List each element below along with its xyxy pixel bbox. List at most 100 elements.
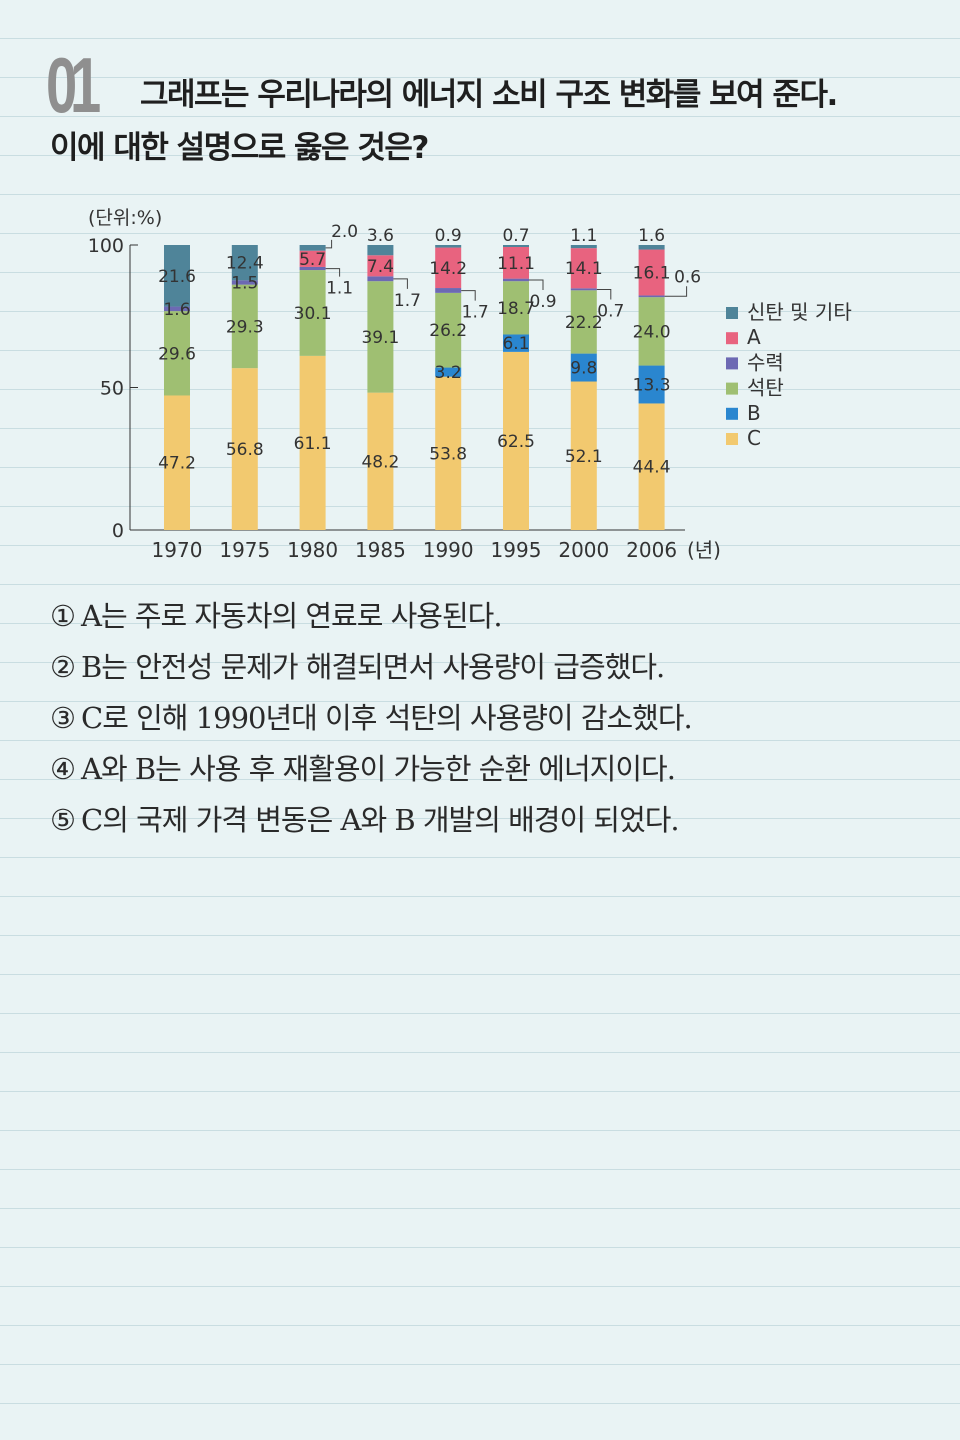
callout-line	[664, 286, 688, 297]
bar-segment	[503, 246, 529, 279]
question-text-line1: 그래프는 우리나라의 에너지 소비 구조 변화를 보여 준다.	[140, 77, 838, 113]
legend-label: C	[747, 426, 761, 450]
data-label: 0.7	[502, 226, 529, 246]
data-label: 18.7	[497, 299, 535, 319]
callout-line	[596, 288, 612, 300]
choice-text: A와 B는 사용 후 재활용이 가능한 순환 에너지이다.	[81, 752, 676, 786]
bar-segment	[570, 381, 597, 530]
bar-segment	[164, 311, 190, 396]
bar-segment	[164, 245, 190, 307]
x-tick-label: 1985	[355, 538, 406, 562]
bar-segment	[299, 250, 326, 267]
choice-3[interactable]: ③ C로 인해 1990년대 이후 석탄의 사용량이 감소했다.	[50, 698, 930, 749]
data-label: 44.4	[633, 458, 671, 478]
legend-swatch	[726, 407, 738, 420]
bar-segment	[367, 276, 394, 282]
data-label: 1.7	[394, 291, 421, 311]
bar-segment	[503, 278, 529, 282]
choice-number: ①	[50, 599, 76, 633]
callout-line	[325, 268, 341, 277]
bar-segment	[503, 281, 529, 335]
y-tick-label: 0	[112, 520, 124, 542]
data-label: 21.6	[158, 267, 196, 287]
bar-segment	[367, 255, 394, 277]
legend-swatch	[726, 307, 738, 319]
data-label: 7.4	[367, 257, 394, 277]
x-tick-label: 1990	[423, 538, 474, 562]
question-number: 01	[46, 41, 101, 129]
data-label: 29.3	[226, 317, 264, 337]
callout-line	[461, 290, 476, 301]
y-tick-label: 50	[100, 378, 124, 400]
data-label: 24.0	[633, 322, 671, 342]
data-label: 1.1	[570, 226, 597, 246]
unit-label: (단위:%)	[88, 207, 162, 229]
bar-segment	[570, 353, 597, 382]
data-label: 30.1	[294, 304, 332, 324]
data-label: 1.7	[462, 303, 489, 323]
bar-segment	[638, 295, 665, 298]
bar-segment	[367, 392, 394, 530]
bar-segment	[638, 297, 665, 366]
data-label: 56.8	[226, 440, 264, 460]
x-tick-label: 1995	[491, 538, 542, 562]
data-label: 0.9	[435, 226, 462, 246]
legend-swatch	[726, 332, 738, 345]
bar-segment	[164, 306, 190, 312]
legend-label: A	[747, 325, 761, 349]
choice-number: ②	[50, 650, 76, 684]
choice-2[interactable]: ② B는 안전성 문제가 해결되면서 사용량이 급증했다.	[50, 647, 930, 698]
data-label: 62.5	[497, 432, 535, 452]
data-label: 0.6	[674, 267, 701, 287]
energy-consumption-chart: (단위:%) 0 50 100 1970 1975 1980 1985 1990 1995 2000…	[88, 207, 852, 562]
answer-choices: ① A는 주로 자동차의 연료로 사용된다. ② B는 안전성 문제가 해결되면서 …	[50, 596, 930, 851]
question-text-line2: 이에 대한 설명으로 옳은 것은?	[50, 130, 429, 166]
bar-segment	[435, 292, 462, 368]
data-label: 48.2	[361, 452, 399, 472]
bar-segment	[570, 290, 597, 354]
bar-segment	[435, 367, 462, 377]
y-tick-label: 100	[88, 235, 124, 257]
bar-segment	[570, 288, 597, 291]
bar-segment	[164, 395, 190, 530]
data-label: 13.3	[633, 376, 671, 396]
data-label: 11.1	[497, 254, 535, 274]
bar-segment	[367, 245, 394, 256]
bar-segment	[638, 245, 665, 250]
bar-segment	[503, 245, 529, 247]
bar-segment	[299, 266, 326, 271]
choice-5[interactable]: ⑤ C의 국제 가격 변동은 A와 B 개발의 배경이 되었다.	[50, 800, 930, 851]
callout-line	[393, 278, 408, 289]
data-label: 3.6	[367, 226, 394, 246]
bar-segment	[638, 365, 665, 404]
x-tick-label: 2000	[558, 538, 609, 562]
choice-number: ③	[50, 701, 76, 735]
data-label: 1.6	[638, 226, 665, 246]
bar-segment	[435, 245, 462, 248]
bar-segment	[570, 248, 597, 289]
bar-segment	[231, 368, 258, 530]
choice-text: A는 주로 자동차의 연료로 사용된다.	[81, 599, 503, 633]
data-label: 47.2	[158, 454, 196, 474]
data-label: 53.8	[429, 444, 467, 464]
data-label: 3.2	[435, 363, 462, 383]
choice-1[interactable]: ① A는 주로 자동차의 연료로 사용된다.	[50, 596, 930, 647]
data-label: 0.9	[529, 292, 556, 312]
legend-swatch	[726, 433, 738, 445]
data-label: 16.1	[633, 264, 671, 284]
x-axis-unit: (년)	[687, 538, 721, 562]
bar-segment	[638, 403, 665, 530]
bar-segment	[638, 249, 665, 296]
data-label: 14.2	[429, 259, 467, 279]
bar-segment	[503, 351, 529, 530]
data-label: 61.1	[294, 434, 332, 454]
data-label: 9.8	[570, 359, 597, 379]
bar-segment	[570, 245, 597, 249]
bar-segment	[299, 270, 326, 356]
bar-segment	[231, 245, 258, 281]
choice-4[interactable]: ④ A와 B는 사용 후 재활용이 가능한 순환 에너지이다.	[50, 749, 930, 800]
bar-segment	[435, 288, 462, 293]
data-label: 1.1	[326, 279, 353, 299]
callout-line	[529, 279, 544, 291]
legend-label: B	[747, 401, 761, 425]
